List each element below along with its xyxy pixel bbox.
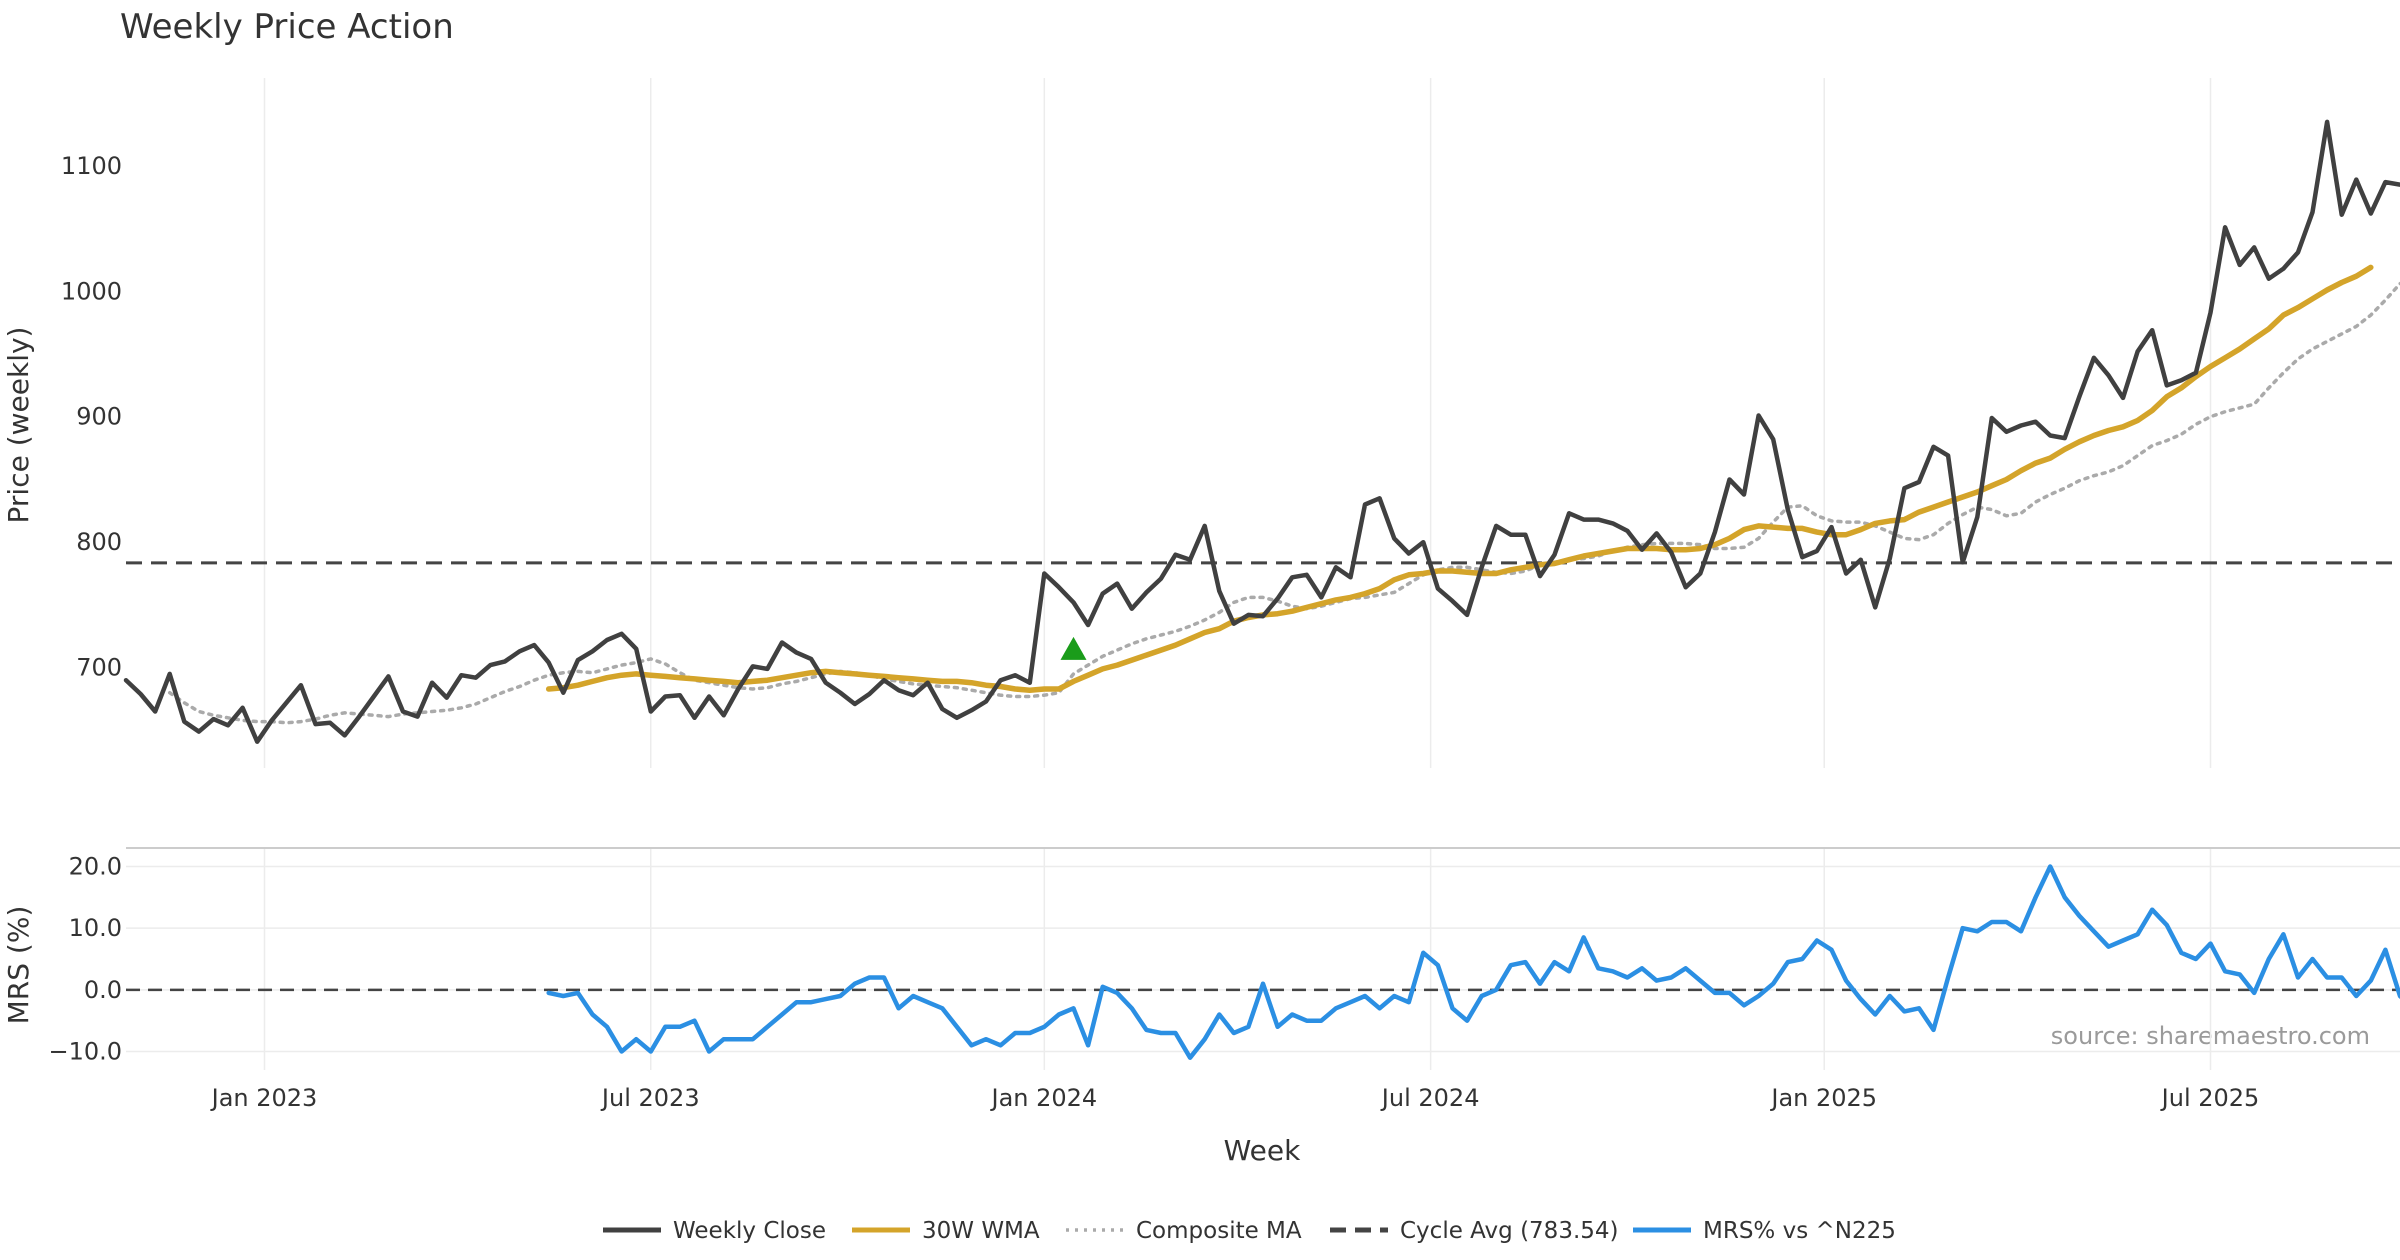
price-y-tick-label: 900 (76, 403, 122, 431)
x-tick-label: Jan 2023 (210, 1084, 318, 1112)
buy-signal-marker (1060, 636, 1087, 660)
composite-ma-line (167, 281, 2400, 725)
mrs-line (546, 864, 2400, 1060)
price-y-tick-label: 1100 (61, 152, 122, 180)
mrs-y-tick-label: 10.0 (69, 914, 122, 942)
30w-wma-line (545, 264, 2374, 693)
x-tick-label: Jul 2023 (600, 1084, 700, 1112)
legend-label: 30W WMA (922, 1218, 1040, 1244)
week-axis-label: Week (1224, 1134, 1301, 1167)
legend-label: Composite MA (1136, 1218, 1302, 1244)
chart-title: Weekly Price Action (120, 7, 454, 47)
price-panel: 700 800 900 1000 1100 (61, 78, 2400, 768)
legend-label: MRS% vs ^N225 (1703, 1218, 1896, 1244)
x-tick-label: Jan 2024 (989, 1084, 1097, 1112)
mrs-y-tick-label: −10.0 (48, 1038, 122, 1066)
price-y-tick-label: 1000 (61, 277, 122, 305)
x-tick-label: Jul 2024 (1380, 1084, 1480, 1112)
x-tick-label: Jul 2025 (2160, 1084, 2260, 1112)
legend: Weekly Close 30W WMA Composite MA Cycle Avg… (603, 1218, 1896, 1244)
x-axis: Jan 2023 Jul 2023 Jan 2024 Jul 2024 Jan 2025… (210, 1084, 2260, 1112)
legend-label: Weekly Close (673, 1218, 826, 1244)
legend-label: Cycle Avg (783.54) (1400, 1218, 1619, 1244)
price-y-tick-label: 800 (76, 528, 122, 556)
price-axis-label: Price (weekly) (2, 327, 35, 524)
x-tick-label: Jan 2025 (1769, 1084, 1877, 1112)
mrs-y-tick-label: 0.0 (84, 976, 122, 1004)
mrs-panel: 20.0 10.0 0.0 −10.0 (48, 847, 2400, 1070)
weekly-close-line (123, 119, 2400, 744)
mrs-y-tick-label: 20.0 (69, 853, 122, 881)
mrs-axis-label: MRS (%) (2, 906, 35, 1025)
price-y-tick-label: 700 (76, 654, 122, 682)
